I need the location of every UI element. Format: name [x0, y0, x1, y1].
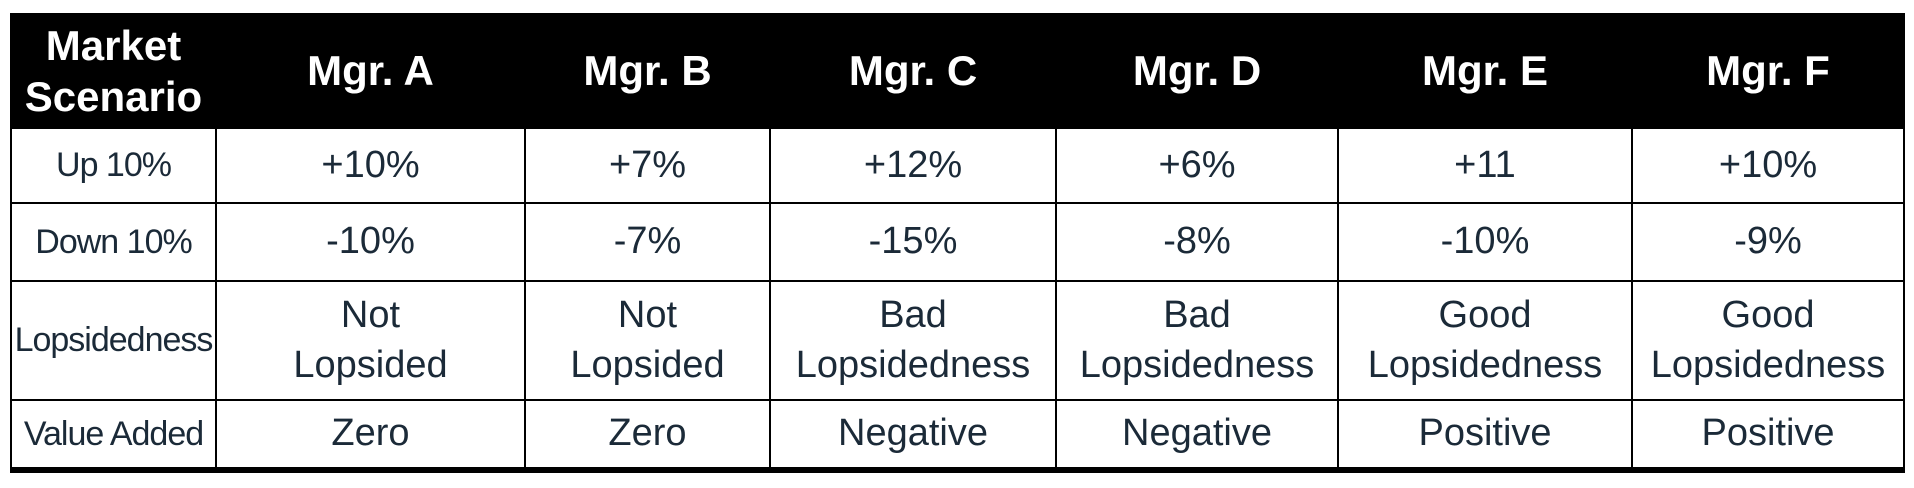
table-row-lopsidedness: Lopsidedness Not Lopsided Not Lopsided B… [10, 280, 1905, 401]
data-cell: -15% [769, 202, 1057, 282]
table-body: Up 10% +10% +7% +12% +6% +11 +10% Down 1… [10, 127, 1905, 471]
row-label-lopsidedness: Lopsidedness [10, 280, 217, 401]
data-cell: +12% [769, 127, 1057, 204]
data-cell: Zero [215, 399, 526, 471]
data-cell: -10% [215, 202, 526, 282]
data-cell: -9% [1631, 202, 1905, 282]
data-cell: +10% [215, 127, 526, 204]
data-cell: Negative [769, 399, 1057, 471]
header-row: Market Scenario Mgr. A Mgr. B Mgr. C Mgr… [10, 13, 1905, 129]
table-row-value-added: Value Added Zero Zero Negative Negative … [10, 399, 1905, 471]
corner-header-market-scenario: Market Scenario [10, 13, 217, 129]
table-row-up-10: Up 10% +10% +7% +12% +6% +11 +10% [10, 127, 1905, 204]
data-cell: Zero [524, 399, 771, 471]
data-cell: Bad Lopsidedness [769, 280, 1057, 401]
row-label-up-10: Up 10% [10, 127, 217, 204]
data-cell: +10% [1631, 127, 1905, 204]
row-label-value-added: Value Added [10, 399, 217, 471]
data-cell: Good Lopsidedness [1337, 280, 1633, 401]
column-header-mgr-d: Mgr. D [1055, 13, 1339, 129]
column-header-mgr-f: Mgr. F [1631, 13, 1905, 129]
row-label-down-10: Down 10% [10, 202, 217, 282]
data-cell: -8% [1055, 202, 1339, 282]
column-header-mgr-b: Mgr. B [524, 13, 771, 129]
data-cell: -7% [524, 202, 771, 282]
data-cell: Positive [1337, 399, 1633, 471]
data-cell: -10% [1337, 202, 1633, 282]
data-cell: Good Lopsidedness [1631, 280, 1905, 401]
table-header: Market Scenario Mgr. A Mgr. B Mgr. C Mgr… [10, 13, 1905, 129]
table-row-down-10: Down 10% -10% -7% -15% -8% -10% -9% [10, 202, 1905, 282]
data-cell: Positive [1631, 399, 1905, 471]
data-cell: Negative [1055, 399, 1339, 471]
data-cell: Not Lopsided [524, 280, 771, 401]
data-cell: +7% [524, 127, 771, 204]
data-cell: Bad Lopsidedness [1055, 280, 1339, 401]
column-header-mgr-c: Mgr. C [769, 13, 1057, 129]
data-cell: +11 [1337, 127, 1633, 204]
data-cell: +6% [1055, 127, 1339, 204]
column-header-mgr-e: Mgr. E [1337, 13, 1633, 129]
data-cell: Not Lopsided [215, 280, 526, 401]
manager-lopsidedness-table: Market Scenario Mgr. A Mgr. B Mgr. C Mgr… [10, 13, 1905, 473]
column-header-mgr-a: Mgr. A [215, 13, 526, 129]
